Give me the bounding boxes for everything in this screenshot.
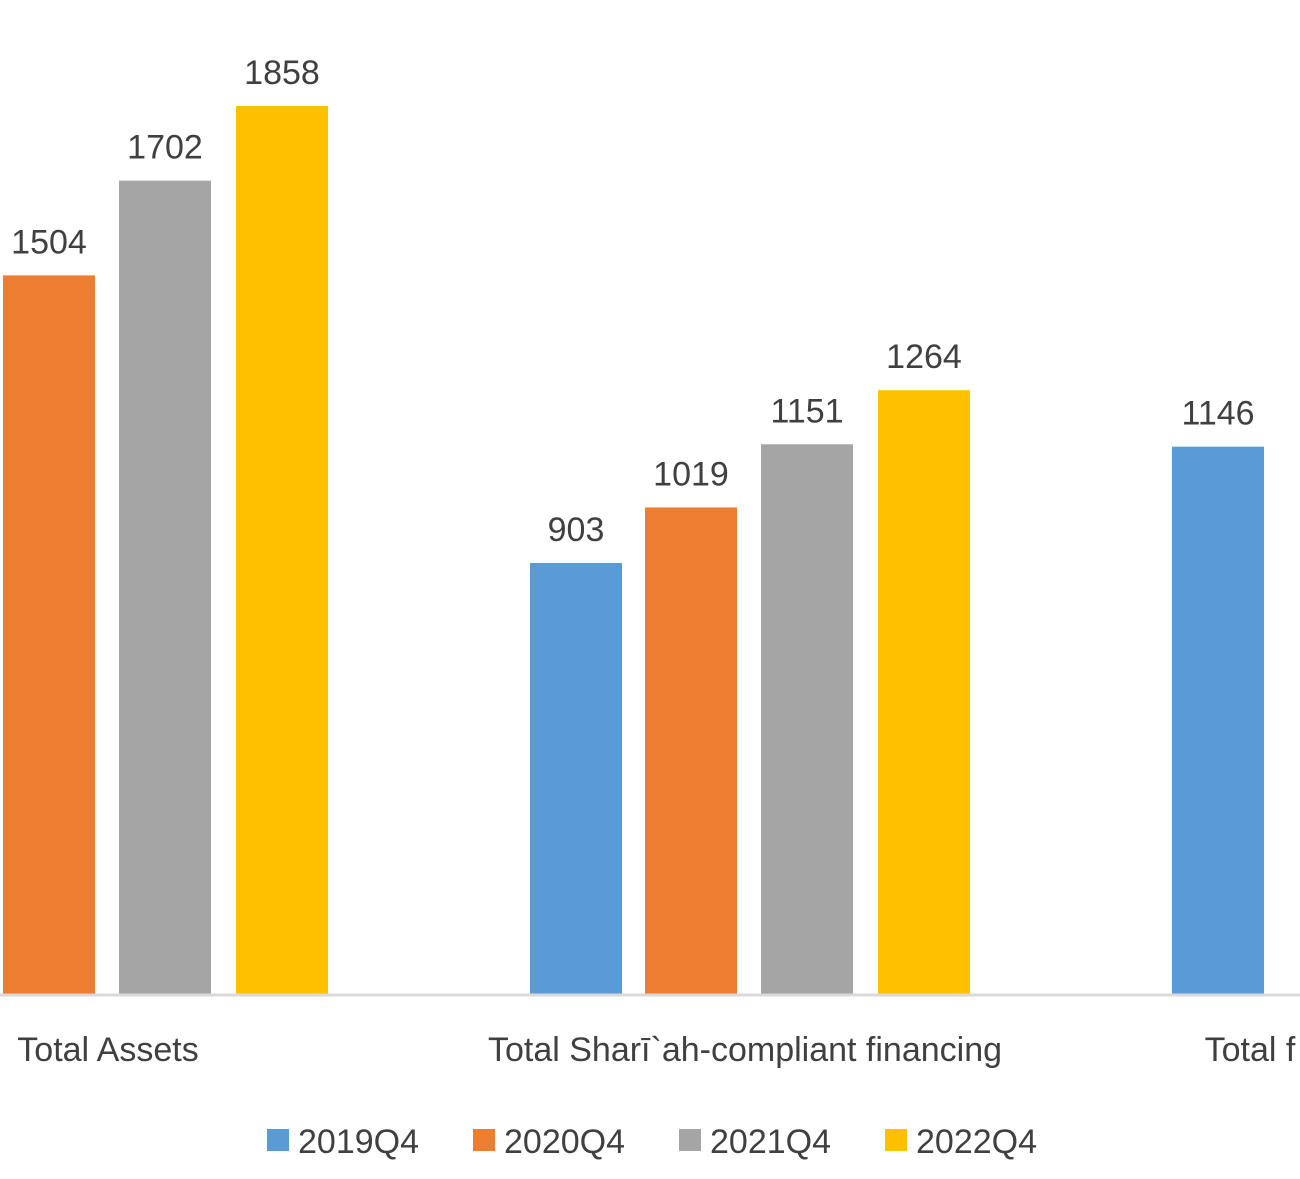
bar-2021q4-total-assets <box>119 180 211 996</box>
bar-2019q4-total-shar-ah-compliant-financing <box>530 562 622 995</box>
data-label-2020q4-total-assets: 1504 <box>11 223 87 261</box>
bar-2019q4-total-f <box>1172 446 1264 995</box>
data-label-2022q4-total-shar-ah-compliant-financing: 1264 <box>886 338 962 376</box>
legend-label-2019q4: 2019Q4 <box>298 1123 419 1161</box>
legend-item-2019q4: 2019Q4 <box>267 1123 419 1161</box>
data-label-2019q4-total-shar-ah-compliant-financing: 903 <box>548 511 605 549</box>
bar-2020q4-total-shar-ah-compliant-financing <box>645 507 737 995</box>
legend-label-2020q4: 2020Q4 <box>504 1123 625 1161</box>
legend-item-2022q4: 2022Q4 <box>885 1123 1037 1161</box>
bars-layer <box>3 106 1264 996</box>
data-label-2021q4-total-assets: 1702 <box>127 129 203 167</box>
bar-2021q4-total-shar-ah-compliant-financing <box>761 444 853 996</box>
category-label-total-assets: Total Assets <box>17 1031 198 1069</box>
data-label-2022q4-total-assets: 1858 <box>244 54 320 92</box>
data-label-2020q4-total-shar-ah-compliant-financing: 1019 <box>653 455 729 493</box>
bar-2020q4-total-assets <box>3 275 95 995</box>
legend: 2019Q4 2020Q4 2021Q4 2022Q4 <box>267 1123 1037 1161</box>
legend-item-2021q4: 2021Q4 <box>679 1123 831 1161</box>
data-label-2019q4-total-f: 1146 <box>1181 395 1254 433</box>
legend-swatch-2021q4 <box>679 1129 701 1151</box>
bar-2022q4-total-shar-ah-compliant-financing <box>878 390 970 996</box>
data-labels-layer: 903 1146 1504 1019 1702 1151 1858 1264 <box>11 54 1254 549</box>
legend-label-2022q4: 2022Q4 <box>916 1123 1037 1161</box>
legend-swatch-2020q4 <box>473 1129 495 1151</box>
legend-item-2020q4: 2020Q4 <box>473 1123 625 1161</box>
category-label-total-shar-ah-compliant-financing: Total Sharī`ah-compliant financing <box>488 1031 1002 1069</box>
legend-label-2021q4: 2021Q4 <box>710 1123 831 1161</box>
bar-2022q4-total-assets <box>236 106 328 995</box>
category-label-total-f: Total f <box>1205 1031 1296 1069</box>
legend-swatch-2019q4 <box>267 1129 289 1151</box>
legend-swatch-2022q4 <box>885 1129 907 1151</box>
data-label-2021q4-total-shar-ah-compliant-financing: 1151 <box>770 392 843 430</box>
category-labels-layer: Total Assets Total Sharī`ah-compliant fin… <box>17 1031 1296 1069</box>
